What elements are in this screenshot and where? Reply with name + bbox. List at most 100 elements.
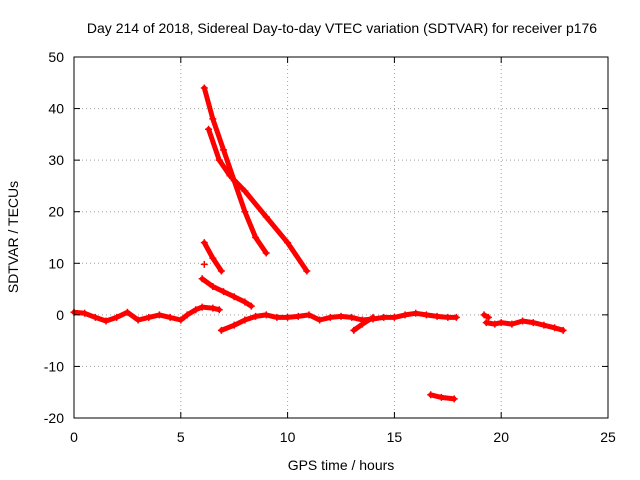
data-point xyxy=(305,311,313,319)
data-point xyxy=(551,324,559,332)
trace-arc-7 xyxy=(217,309,460,334)
data-point xyxy=(326,313,334,321)
data-point xyxy=(192,306,200,314)
y-axis-label: SDTVAR / TECUs xyxy=(5,181,21,293)
data-point xyxy=(380,313,388,321)
data-point xyxy=(155,311,163,319)
data-point xyxy=(247,302,255,310)
x-tick-label: 5 xyxy=(177,429,185,445)
data-point xyxy=(252,312,260,320)
y-tick-label: 10 xyxy=(48,255,64,271)
data-point xyxy=(200,84,208,92)
chart-title: Day 214 of 2018, Sidereal Day-to-day VTE… xyxy=(87,20,597,36)
data-point xyxy=(241,298,249,306)
data-point xyxy=(452,313,460,321)
data-point xyxy=(217,326,225,334)
data-point xyxy=(81,309,89,317)
trace-arc-9 xyxy=(427,391,458,403)
data-point xyxy=(412,309,420,317)
trace-arc-1 xyxy=(70,303,223,325)
data-point xyxy=(294,312,302,320)
data-point xyxy=(209,304,217,312)
data-point xyxy=(480,311,488,319)
x-tick-label: 15 xyxy=(387,429,403,445)
trace-arc-5 xyxy=(200,260,208,268)
data-point xyxy=(241,187,249,195)
data-traces xyxy=(70,84,567,403)
axis-ticks: 0 5 10 15 20 25 -20 -10 0 10 20 30 40 50 xyxy=(44,49,616,445)
data-point xyxy=(241,208,249,216)
data-point xyxy=(519,317,527,325)
data-point xyxy=(482,319,490,327)
trace-arc-6 xyxy=(198,275,255,310)
data-point xyxy=(491,320,499,328)
data-point xyxy=(284,239,292,247)
data-point xyxy=(220,146,228,154)
data-point xyxy=(241,316,249,324)
data-point xyxy=(497,319,505,327)
data-point xyxy=(262,249,270,257)
data-point xyxy=(134,316,142,324)
data-point xyxy=(215,306,223,314)
trace-arc-11 xyxy=(480,311,492,321)
trace-arc-10 xyxy=(482,317,567,334)
data-point xyxy=(529,319,537,327)
data-point xyxy=(198,303,206,311)
data-point xyxy=(205,125,213,133)
y-tick-label: -10 xyxy=(44,358,64,374)
data-point xyxy=(166,313,174,321)
y-tick-label: 50 xyxy=(48,49,64,65)
data-point xyxy=(427,391,435,399)
data-point xyxy=(262,311,270,319)
data-point xyxy=(450,395,458,403)
data-point xyxy=(540,321,548,329)
plot-frame xyxy=(73,56,609,419)
y-tick-label: 20 xyxy=(48,204,64,220)
trace-band xyxy=(71,304,222,324)
data-point xyxy=(200,260,208,268)
data-point xyxy=(358,320,366,328)
data-point xyxy=(390,313,398,321)
data-point xyxy=(123,308,131,316)
data-point xyxy=(484,313,492,321)
data-point xyxy=(252,234,260,241)
data-point xyxy=(433,312,441,320)
trace-arc-4 xyxy=(200,239,225,275)
data-point xyxy=(350,326,358,334)
x-tick-label: 25 xyxy=(600,429,616,445)
data-point xyxy=(348,313,356,321)
data-point xyxy=(316,316,324,324)
data-point xyxy=(337,312,345,320)
data-point xyxy=(220,288,228,296)
trace-arc-2 xyxy=(200,84,270,257)
y-tick-label: 40 xyxy=(48,101,64,117)
trace-band xyxy=(201,85,269,256)
x-tick-label: 10 xyxy=(280,429,296,445)
data-point xyxy=(262,213,270,221)
data-point xyxy=(91,313,99,321)
data-point xyxy=(209,254,217,262)
data-point xyxy=(209,282,217,290)
x-tick-label: 20 xyxy=(493,429,509,445)
data-point xyxy=(198,275,206,283)
data-point xyxy=(113,313,121,321)
trace-arc-3 xyxy=(205,125,311,275)
data-point xyxy=(401,311,409,319)
data-point xyxy=(145,313,153,321)
data-point xyxy=(226,172,234,180)
data-point xyxy=(437,393,445,401)
x-axis-label: GPS time / hours xyxy=(288,457,395,473)
gridlines xyxy=(74,57,608,418)
data-point xyxy=(444,313,452,321)
data-point xyxy=(422,311,430,319)
data-point xyxy=(102,317,110,325)
data-point xyxy=(273,313,281,321)
data-point xyxy=(177,316,185,324)
data-point xyxy=(559,326,567,334)
data-point xyxy=(209,115,217,123)
x-tick-label: 0 xyxy=(70,429,78,445)
data-point xyxy=(230,321,238,329)
data-point xyxy=(303,267,311,275)
